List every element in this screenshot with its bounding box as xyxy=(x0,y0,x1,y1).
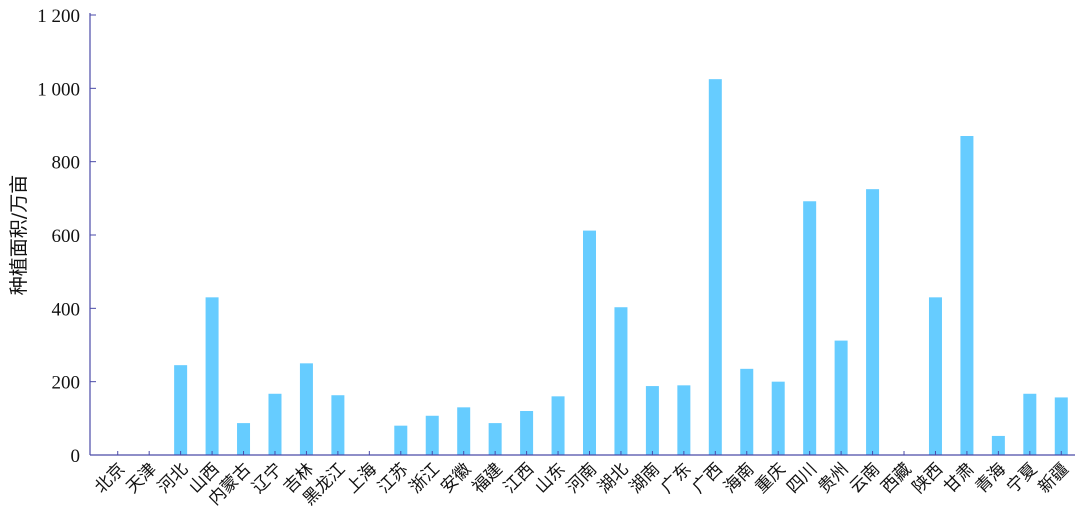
bar xyxy=(488,423,502,455)
bars-group xyxy=(174,79,1068,456)
x-tick-label: 海南 xyxy=(720,459,758,497)
x-tick-label: 湖南 xyxy=(626,459,664,497)
bar xyxy=(237,423,251,455)
bar xyxy=(205,297,219,455)
x-tick-label: 贵州 xyxy=(814,459,852,497)
x-tick-label: 河南 xyxy=(563,459,601,497)
y-tick-label: 400 xyxy=(52,299,81,320)
x-tick-label: 山东 xyxy=(531,459,569,497)
x-tick-label: 安徽 xyxy=(437,459,475,497)
bar xyxy=(394,425,408,455)
x-tick-label: 广东 xyxy=(657,459,695,497)
x-tick-label: 浙江 xyxy=(406,459,444,497)
bar xyxy=(645,386,659,455)
x-tick-label: 甘肃 xyxy=(940,459,978,497)
x-tick-label: 福建 xyxy=(468,459,506,497)
bar xyxy=(331,395,345,455)
bar xyxy=(551,396,565,455)
bar xyxy=(425,415,439,455)
bar xyxy=(1023,393,1037,455)
bar xyxy=(1054,397,1068,455)
bar xyxy=(708,79,722,456)
x-tick-label: 天津 xyxy=(123,459,161,497)
x-tick-label: 青海 xyxy=(972,459,1010,497)
bar xyxy=(174,365,188,455)
bar xyxy=(268,393,282,455)
bar xyxy=(928,297,942,455)
y-tick-label: 0 xyxy=(71,446,81,467)
bar xyxy=(960,136,974,455)
bar xyxy=(740,368,754,455)
bar xyxy=(457,407,471,455)
bar xyxy=(520,411,534,455)
x-tick-label: 广西 xyxy=(689,459,727,497)
bar xyxy=(866,189,880,455)
y-tick-label: 1 000 xyxy=(37,79,80,100)
x-tick-label: 北京 xyxy=(91,459,129,497)
x-tick-label: 江西 xyxy=(500,459,538,497)
x-tick-labels-group: 北京天津河北山西内蒙古辽宁吉林黑龙江上海江苏浙江安徽福建江西山东河南湖北湖南广东… xyxy=(91,459,1073,509)
bar xyxy=(583,230,596,455)
y-tick-label: 1 200 xyxy=(37,6,80,27)
y-tick-label: 800 xyxy=(52,153,81,174)
x-tick-label: 云南 xyxy=(846,459,884,497)
x-tick-label: 重庆 xyxy=(752,459,790,497)
bar xyxy=(771,381,785,455)
bar xyxy=(677,385,691,455)
bar xyxy=(803,201,817,455)
x-tick-label: 湖北 xyxy=(594,459,632,497)
x-tick-label: 江苏 xyxy=(374,459,412,497)
bar xyxy=(991,435,1005,455)
bar xyxy=(299,363,313,455)
axis-ticks-group xyxy=(90,14,1062,456)
x-tick-label: 河北 xyxy=(154,459,192,497)
y-tick-label: 600 xyxy=(52,226,81,247)
x-tick-label: 宁夏 xyxy=(1003,459,1041,497)
x-tick-label: 新疆 xyxy=(1035,459,1073,497)
bar xyxy=(834,340,848,455)
x-tick-label: 陕西 xyxy=(909,459,947,497)
x-tick-label: 四川 xyxy=(783,459,821,497)
y-axis-label: 种植面积/万亩 xyxy=(8,175,30,295)
bar xyxy=(614,307,628,455)
y-tick-labels-group: 0 200 400 600 800 1 000 1 200 xyxy=(37,6,80,467)
x-tick-label: 西藏 xyxy=(877,459,915,497)
y-tick-label: 200 xyxy=(52,373,81,394)
x-tick-label: 上海 xyxy=(343,459,381,497)
x-tick-label: 辽宁 xyxy=(248,459,286,497)
